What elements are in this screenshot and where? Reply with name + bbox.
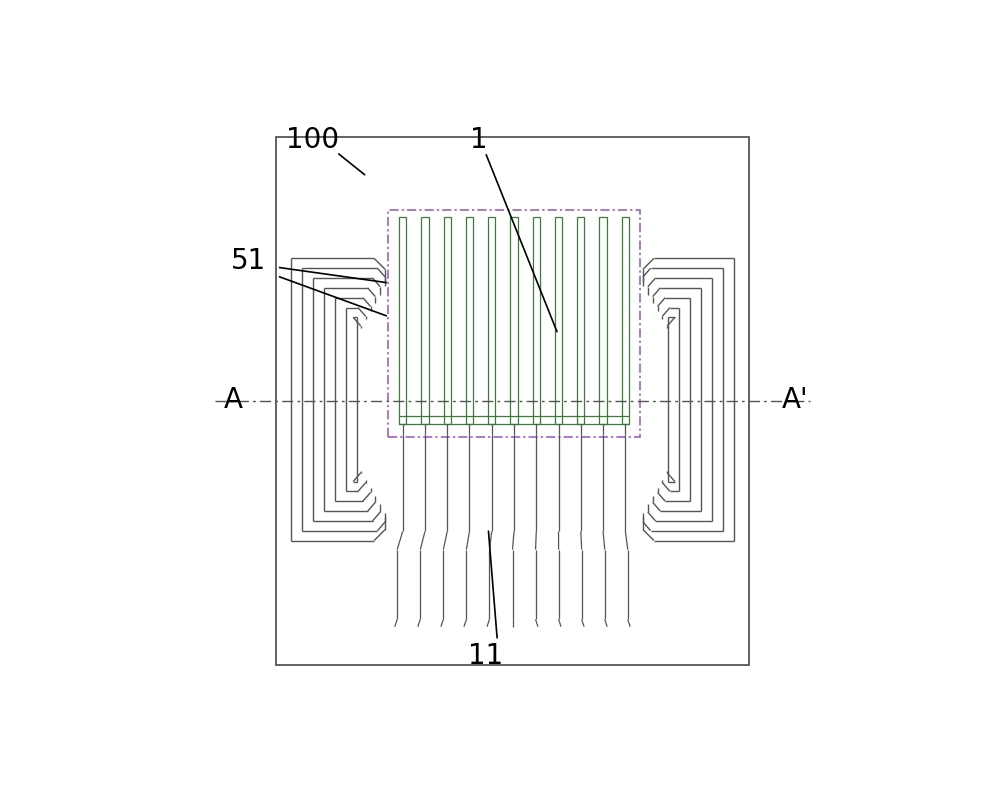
Bar [388, 210, 640, 437]
Bar [466, 217, 473, 424]
Bar [622, 217, 629, 424]
Bar [577, 217, 584, 424]
Bar [488, 217, 495, 424]
Text: 100: 100 [286, 126, 339, 154]
Bar [399, 217, 406, 424]
Text: A: A [224, 386, 243, 414]
Text: 11: 11 [468, 641, 503, 670]
Text: 51: 51 [231, 247, 266, 276]
Bar [421, 217, 429, 424]
Bar [510, 217, 518, 424]
Bar [533, 217, 540, 424]
Bar [599, 217, 607, 424]
Bar [555, 217, 562, 424]
Bar [444, 217, 451, 424]
Bar [276, 137, 749, 665]
Text: A': A' [781, 386, 808, 414]
Text: 1: 1 [470, 126, 488, 154]
